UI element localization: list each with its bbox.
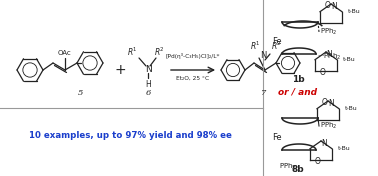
Text: $R^1$: $R^1$ [127, 46, 138, 58]
Text: +: + [114, 63, 126, 77]
Text: Fe: Fe [272, 134, 282, 143]
Text: t-Bu: t-Bu [338, 146, 350, 151]
Text: N: N [145, 65, 151, 74]
Text: PPh$_2$: PPh$_2$ [320, 121, 338, 131]
Text: $R^1$: $R^1$ [249, 40, 260, 52]
Text: [Pd(η³-C₃H₅)Cl]₂/L*: [Pd(η³-C₃H₅)Cl]₂/L* [166, 53, 220, 59]
Text: H: H [145, 80, 151, 89]
Text: ···PPh$_2$: ···PPh$_2$ [317, 52, 341, 62]
Text: N: N [328, 99, 334, 108]
Text: 8b: 8b [292, 165, 304, 174]
Text: $R^2$: $R^2$ [154, 46, 165, 58]
Text: OAc: OAc [58, 50, 72, 56]
Text: 10 examples, up to 97% yield and 98% ee: 10 examples, up to 97% yield and 98% ee [29, 130, 231, 140]
Text: N: N [332, 2, 337, 11]
Text: N: N [327, 50, 332, 59]
Text: t-Bu: t-Bu [347, 9, 360, 14]
Text: t-Bu: t-Bu [342, 57, 355, 62]
Text: PPh$_2$: PPh$_2$ [279, 162, 297, 172]
Text: O: O [320, 68, 325, 77]
Text: 6: 6 [145, 89, 151, 97]
Text: O: O [315, 157, 321, 166]
Text: PPh$_2$: PPh$_2$ [320, 27, 338, 37]
Text: or / and: or / and [279, 87, 318, 96]
Text: N: N [321, 139, 327, 148]
Text: 7: 7 [261, 89, 267, 97]
Text: Et₂O, 25 °C: Et₂O, 25 °C [177, 76, 209, 81]
Text: 1b: 1b [292, 76, 304, 84]
Text: 5: 5 [77, 89, 83, 97]
Text: N: N [260, 51, 266, 60]
Text: O: O [322, 98, 328, 107]
Text: $R^2$: $R^2$ [271, 40, 282, 52]
Text: t-Bu: t-Bu [344, 106, 357, 111]
Text: Fe: Fe [272, 37, 282, 46]
Text: O: O [325, 1, 331, 10]
